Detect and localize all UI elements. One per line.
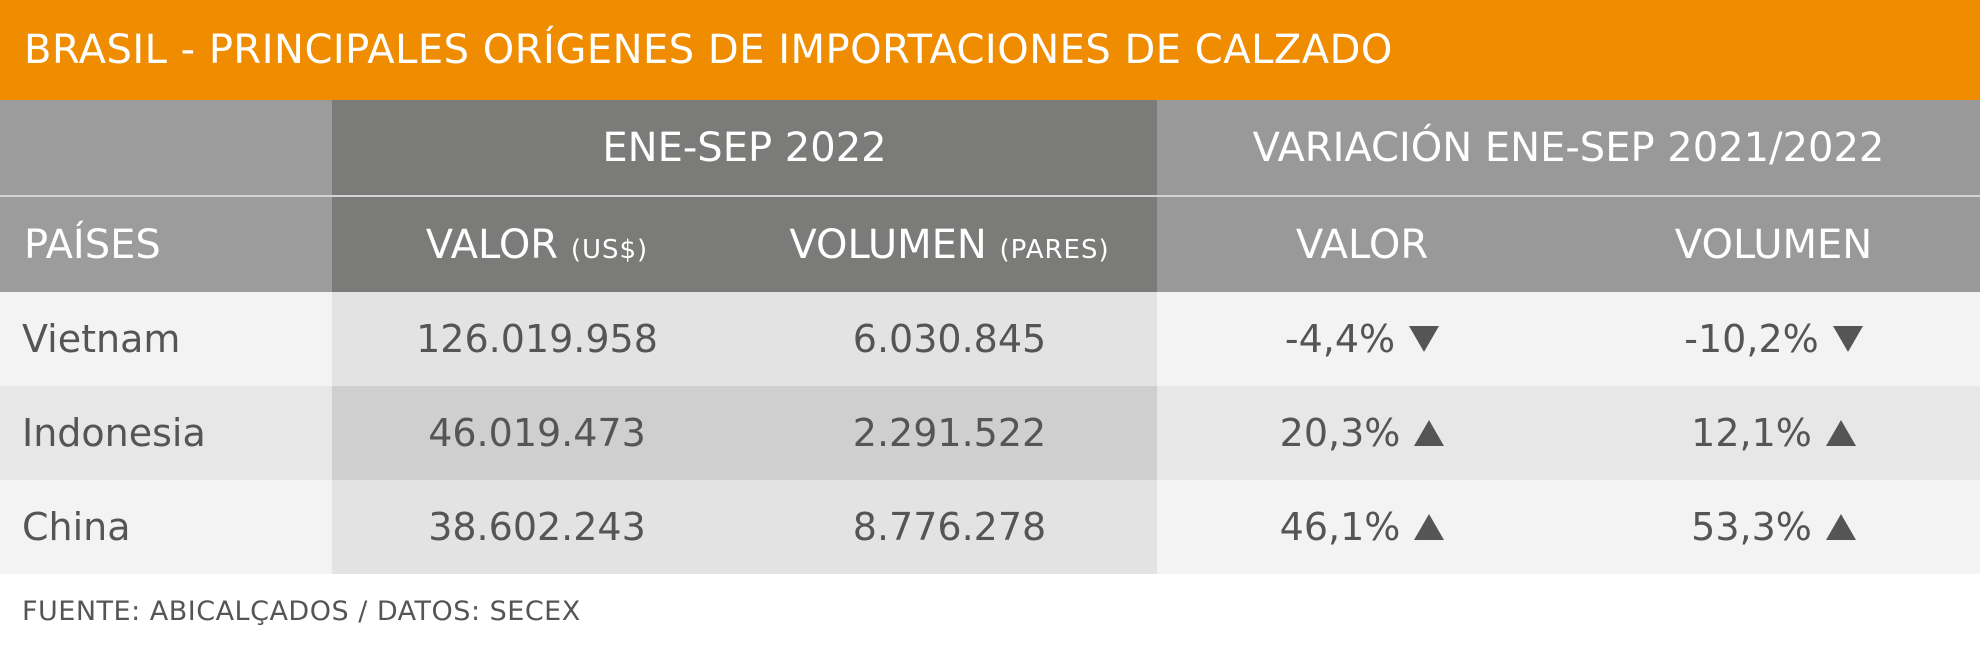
value-cell: 126.019.958 (332, 292, 742, 386)
header-value-unit: (US$) (570, 234, 649, 265)
header-volume-unit: (PARES) (999, 234, 1110, 265)
var-volume-cell: 53,3% (1567, 480, 1980, 574)
var-value-cell: -4,4% (1157, 292, 1568, 386)
triangle-up-icon (1825, 419, 1856, 446)
header-value-label: VALOR (425, 221, 559, 268)
header-row-columns: PAÍSES VALOR (US$) VOLUMEN (PARES) VALOR… (0, 196, 1980, 292)
var-value-cell: 20,3% (1157, 386, 1568, 480)
header-group-variation: VARIACIÓN ENE-SEP 2021/2022 (1157, 100, 1980, 197)
table-row: Indonesia 46.019.473 2.291.522 20,3% 12,… (0, 386, 1980, 480)
header-empty-cell (0, 100, 332, 197)
header-volume: VOLUMEN (PARES) (742, 196, 1158, 292)
header-value: VALOR (US$) (332, 196, 742, 292)
country-cell: Indonesia (0, 386, 332, 480)
header-group-period: ENE-SEP 2022 (332, 100, 1158, 197)
table-title: BRASIL - PRINCIPALES ORÍGENES DE IMPORTA… (0, 0, 1980, 100)
table-row: Vietnam 126.019.958 6.030.845 -4,4% -10,… (0, 292, 1980, 386)
country-cell: Vietnam (0, 292, 332, 386)
var-value-text: 46,1% (1279, 505, 1401, 549)
var-volume-cell: 12,1% (1567, 386, 1980, 480)
source-note: FUENTE: ABICALÇADOS / DATOS: SECEX (22, 596, 581, 627)
triangle-down-icon (1409, 325, 1440, 352)
triangle-up-icon (1414, 419, 1445, 446)
header-row-groups: ENE-SEP 2022 VARIACIÓN ENE-SEP 2021/2022 (0, 100, 1980, 197)
var-value-text: -4,4% (1284, 317, 1396, 361)
triangle-up-icon (1414, 513, 1445, 540)
var-volume-text: 53,3% (1691, 505, 1812, 549)
var-volume-text: 12,1% (1691, 411, 1812, 455)
var-volume-text: -10,2% (1684, 317, 1819, 361)
volume-cell: 6.030.845 (742, 292, 1158, 386)
country-cell: China (0, 480, 332, 574)
value-cell: 46.019.473 (332, 386, 742, 480)
header-countries: PAÍSES (0, 196, 332, 292)
value-cell: 38.602.243 (332, 480, 742, 574)
volume-cell: 2.291.522 (742, 386, 1158, 480)
header-var-value: VALOR (1157, 196, 1568, 292)
header-volume-label: VOLUMEN (789, 221, 987, 268)
var-value-text: 20,3% (1279, 411, 1401, 455)
volume-cell: 8.776.278 (742, 480, 1158, 574)
imports-table: ENE-SEP 2022 VARIACIÓN ENE-SEP 2021/2022… (0, 100, 1980, 574)
header-var-volume: VOLUMEN (1567, 196, 1980, 292)
var-value-cell: 46,1% (1157, 480, 1568, 574)
table-row: China 38.602.243 8.776.278 46,1% 53,3% (0, 480, 1980, 574)
var-volume-cell: -10,2% (1567, 292, 1980, 386)
triangle-up-icon (1825, 513, 1856, 540)
triangle-down-icon (1832, 325, 1863, 352)
